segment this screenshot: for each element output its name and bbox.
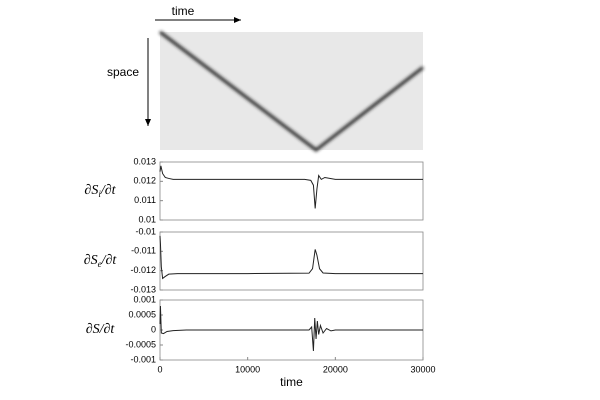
y-tick-label: -0.012	[130, 265, 156, 275]
y-tick-label: 0.001	[133, 294, 156, 304]
series-line	[159, 305, 423, 352]
y-label-part: i	[98, 189, 101, 199]
x-tick-label: 20000	[323, 364, 348, 374]
y-label-part: ∂S	[86, 322, 100, 337]
x-tick-label: 30000	[410, 364, 435, 374]
plot-frame	[159, 161, 424, 221]
series-line	[159, 235, 423, 280]
y-tick-label: -0.013	[130, 284, 156, 294]
wave-trace	[159, 30, 424, 152]
x-tick-label: 0	[157, 364, 162, 374]
y-tick-label: 0.013	[133, 156, 156, 166]
y-tick-label: -0.011	[131, 246, 156, 256]
plot-frame	[159, 231, 424, 291]
y-tick-label: 0.011	[134, 195, 156, 205]
y-tick-label: -0.01	[135, 226, 156, 236]
series-line	[159, 165, 423, 209]
y-axis-label: ∂S/∂t	[86, 322, 116, 337]
y-axis-label: ∂Si/∂t	[84, 183, 116, 199]
y-label-part: ∂S	[84, 253, 98, 268]
y-tick-label: 0.012	[133, 176, 156, 186]
y-tick-label: 0.01	[138, 214, 156, 224]
y-label-part: /∂t	[100, 183, 117, 198]
y-label-part: /∂t	[101, 253, 118, 268]
y-tick-label: -0.0005	[125, 339, 156, 349]
y-label-part: e	[98, 259, 102, 269]
time-label: time	[172, 4, 195, 18]
y-axis-label: ∂Se/∂t	[84, 253, 118, 269]
y-tick-label: 0.0005	[128, 309, 156, 319]
x-axis-label: time	[280, 375, 303, 389]
space-label: space	[107, 65, 139, 79]
y-tick-label: 0	[151, 324, 156, 334]
y-tick-label: -0.001	[130, 354, 156, 364]
y-label-part: /∂t	[99, 322, 116, 337]
y-label-part: ∂S	[84, 183, 98, 198]
x-tick-label: 10000	[235, 364, 260, 374]
